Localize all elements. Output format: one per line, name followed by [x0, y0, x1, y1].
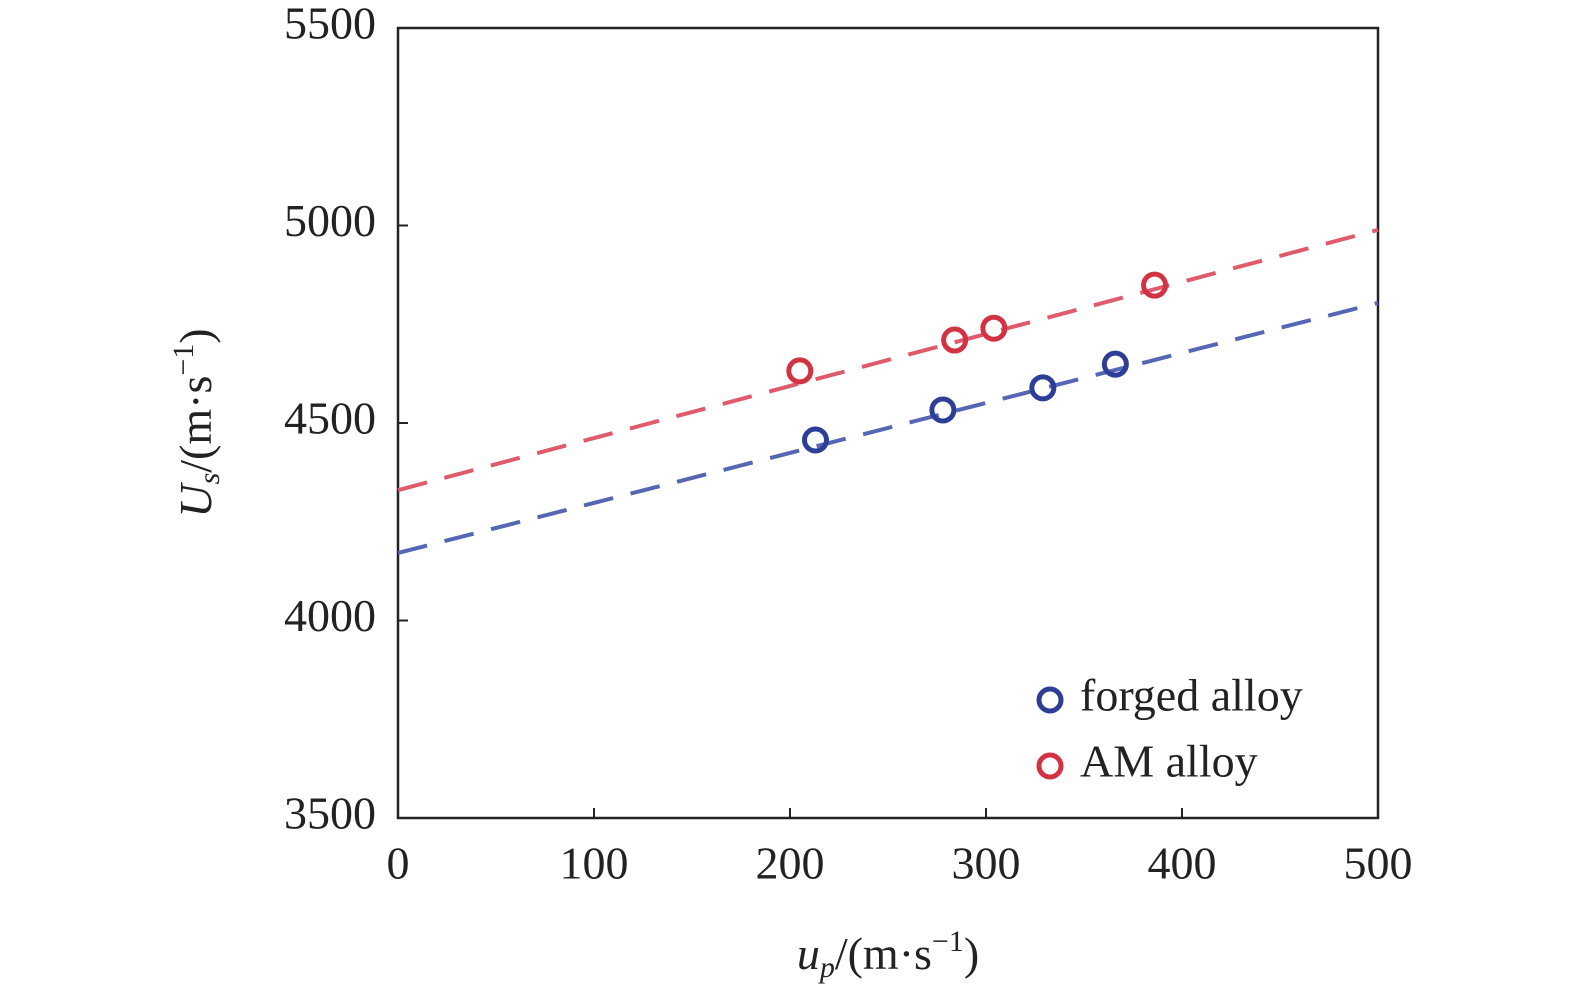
fit-line [397, 300, 1379, 555]
y-tick-label: 3500 [284, 788, 376, 839]
data-point [941, 326, 969, 354]
legend-marker [1036, 686, 1064, 714]
x-tick-label: 400 [1148, 838, 1217, 889]
x-label-close: ) [964, 928, 979, 979]
x-label-main: u [797, 928, 820, 979]
y-tick-label: 4000 [284, 590, 376, 641]
y-axis-label: Us/(m·s−1) [167, 328, 226, 517]
data-point [929, 396, 957, 424]
y-label-main: U [170, 482, 221, 518]
x-label-sub: p [818, 951, 835, 984]
y-label-unit: /(m·s [170, 376, 221, 473]
data-point [786, 357, 814, 385]
x-tick-label: 200 [756, 838, 825, 889]
y-tick-label: 5500 [284, 0, 376, 49]
x-axis-label: up/(m·s−1) [797, 925, 979, 984]
data-point [1029, 374, 1057, 402]
fit-line [397, 227, 1379, 493]
legend-label: AM alloy [1080, 736, 1258, 787]
legend-label: forged alloy [1080, 670, 1303, 721]
data-point [980, 314, 1008, 342]
legend-marker [1036, 752, 1064, 780]
y-tick-label: 5000 [284, 195, 376, 246]
y-label-close: ) [170, 328, 221, 343]
data-point [801, 426, 829, 454]
y-tick-label: 4500 [284, 393, 376, 444]
x-label-sup: −1 [932, 925, 964, 958]
data-point [1101, 350, 1129, 378]
x-tick-label: 300 [952, 838, 1021, 889]
x-tick-label: 100 [560, 838, 629, 889]
y-label-sup: −1 [167, 344, 200, 376]
x-label-unit: /(m·s [835, 928, 932, 979]
x-tick-label: 0 [387, 838, 410, 889]
x-tick-label: 500 [1344, 838, 1413, 889]
y-label-sub: s [193, 473, 226, 485]
data-point [1141, 271, 1169, 299]
